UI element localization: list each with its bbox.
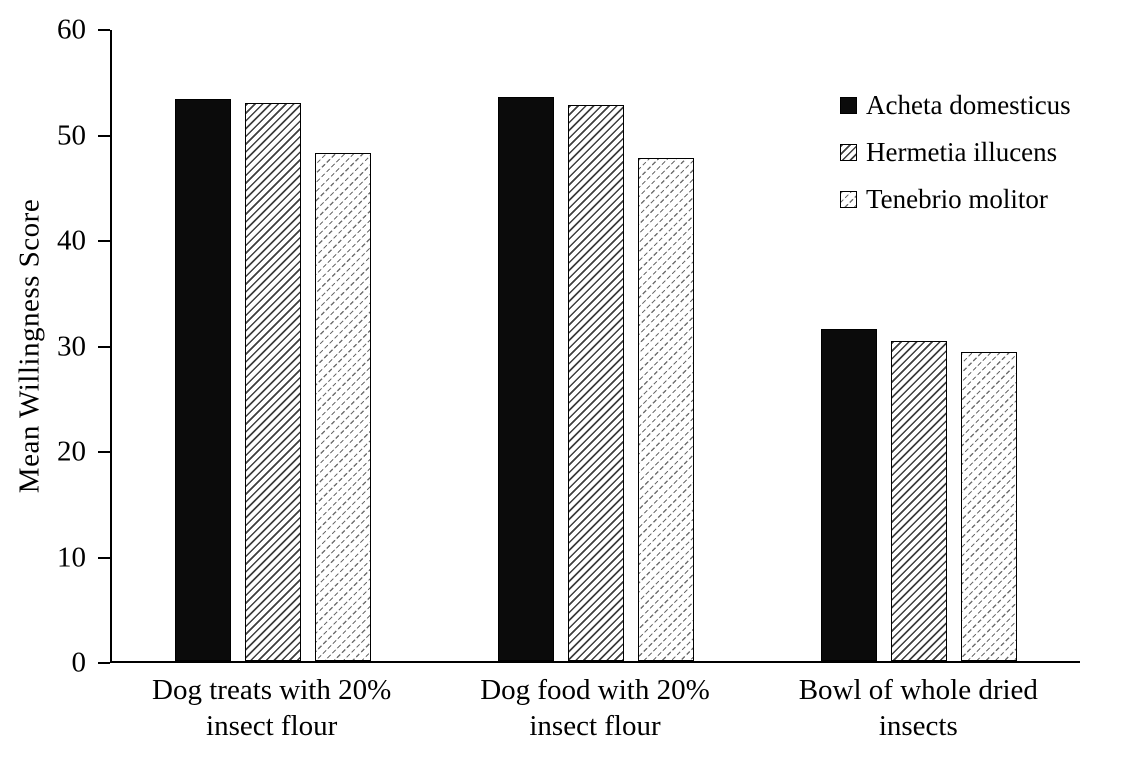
y-axis-ticks: 0 10 20 30 40 50 60 [0, 15, 110, 677]
bar-hermetia-illucens [890, 341, 947, 661]
y-tick-label: 10 [57, 541, 86, 573]
y-tick-label: 0 [71, 646, 87, 679]
bar-acheta-domesticus [175, 99, 232, 661]
legend-label: Acheta domesticus [866, 90, 1071, 120]
y-tick-mark [98, 134, 110, 137]
legend-label: Hermetia illucens [866, 137, 1058, 167]
y-tick-label: 50 [57, 119, 86, 151]
bar-acheta-domesticus [820, 328, 877, 661]
bar-tenebrio-molitor [315, 153, 372, 661]
bar-tenebrio-molitor [638, 158, 694, 661]
y-tick-label: 20 [57, 435, 86, 468]
bar-acheta-domesticus [498, 97, 554, 661]
x-axis-labels: Dog treats with 20% insect flour Dog food … [110, 672, 1080, 745]
bar-groups [112, 30, 1080, 661]
legend: Acheta domesticus Hermetia illucens Tenebr… [840, 92, 1071, 213]
bar-group [757, 30, 1080, 661]
x-category-label: Dog treats with 20% insect flour [152, 674, 392, 743]
y-tick-mark [98, 556, 110, 559]
y-tick-label: 30 [57, 330, 86, 362]
legend-marker-icon [840, 97, 857, 114]
bar-hermetia-illucens [245, 102, 302, 661]
y-tick-label: 40 [57, 224, 86, 257]
legend-marker-icon [840, 144, 857, 161]
legend-item: Acheta domesticus [840, 92, 1071, 119]
x-category-label: Dog food with 20% insect flour [480, 674, 710, 743]
y-tick-mark [98, 240, 110, 242]
bar-tenebrio-molitor [960, 351, 1017, 661]
y-tick-mark [98, 451, 110, 453]
y-tick-label: 60 [57, 13, 86, 46]
bar-group [112, 30, 435, 661]
bar-hermetia-illucens [568, 104, 624, 661]
y-tick-mark [98, 29, 110, 31]
plot-area: Acheta domesticus Hermetia illucens Tenebr… [110, 30, 1080, 663]
bar-group [435, 30, 758, 661]
legend-marker-icon [840, 191, 857, 208]
legend-label: Tenebrio molitor [866, 184, 1048, 214]
x-category-label: Bowl of whole dried insects [798, 674, 1038, 743]
legend-item: Tenebrio molitor [840, 186, 1071, 213]
y-tick-mark [98, 345, 110, 348]
y-tick-mark [98, 662, 110, 664]
legend-item: Hermetia illucens [840, 139, 1071, 166]
